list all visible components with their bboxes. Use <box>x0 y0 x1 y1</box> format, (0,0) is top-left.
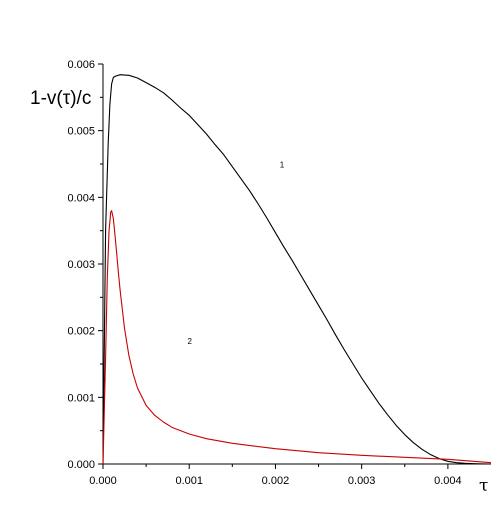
y-tick-label: 0.004 <box>67 192 95 204</box>
y-tick-label: 0.001 <box>67 392 95 404</box>
series-2-line <box>102 210 492 465</box>
curve-label-1: 1 <box>280 160 285 169</box>
y-tick-label: 0.000 <box>67 459 95 471</box>
x-tick-label: 0.001 <box>175 475 203 487</box>
x-axis-title: τ <box>479 476 488 496</box>
x-tick-label: 0.000 <box>89 475 117 487</box>
y-tick-label: 0.003 <box>67 259 95 271</box>
y-tick-label: 0.002 <box>67 326 95 338</box>
series-layer <box>102 74 492 465</box>
y-tick-label: 0.006 <box>67 59 95 71</box>
x-tick-label: 0.003 <box>348 475 376 487</box>
y-axis-title: 1-v(τ)/c <box>30 88 91 109</box>
labels-layer: 0.000 0.001 0.002 0.003 0.004 0.005 0.006 0.000… <box>67 59 461 487</box>
axes <box>98 63 491 469</box>
x-tick-label: 0.002 <box>262 475 290 487</box>
y-tick-label: 0.005 <box>67 126 95 138</box>
x-tick-label: 0.004 <box>434 475 462 487</box>
curve-label-2: 2 <box>187 337 192 346</box>
series-1-line <box>102 74 492 465</box>
